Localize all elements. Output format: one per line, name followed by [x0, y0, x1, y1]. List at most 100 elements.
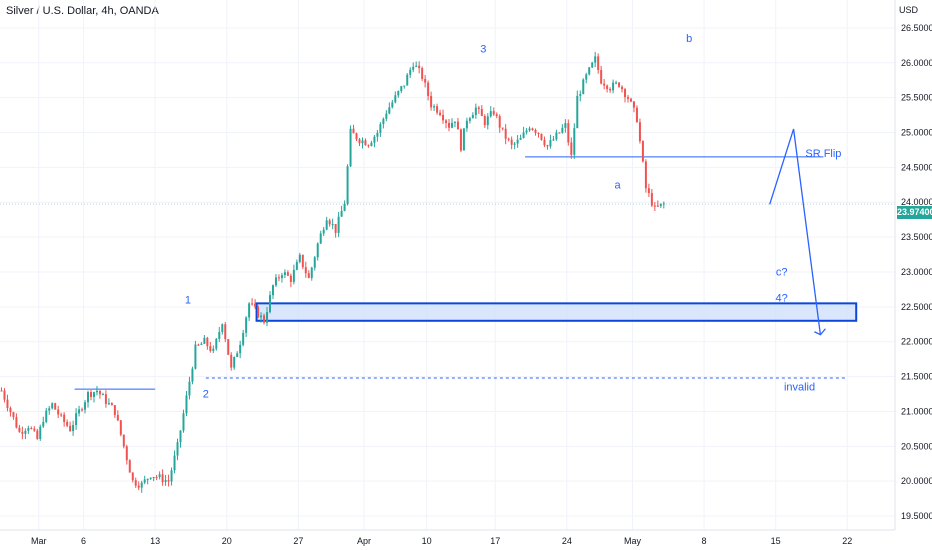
candle-body — [486, 116, 489, 126]
candle-body — [564, 123, 567, 128]
y-tick-label: 25.50000 — [901, 93, 932, 103]
candle-body — [635, 107, 638, 123]
candle-body — [644, 161, 647, 189]
candle-body — [27, 427, 30, 431]
candle-body — [39, 426, 42, 439]
y-tick-label: 26.00000 — [901, 58, 932, 68]
candle-body — [161, 474, 164, 483]
candle-body — [453, 121, 456, 123]
candle-body — [15, 417, 18, 428]
candle-body — [346, 166, 349, 204]
candle-body — [627, 97, 629, 99]
candle-body — [182, 413, 185, 431]
candle-body — [119, 420, 122, 435]
candle-body — [325, 220, 328, 230]
candle-body — [477, 107, 480, 109]
candle-body — [555, 132, 558, 140]
candle-body — [495, 114, 498, 117]
candle-body — [653, 205, 656, 207]
candle-body — [612, 82, 615, 91]
y-tick-label: 22.50000 — [901, 302, 932, 312]
candle-body — [170, 470, 173, 482]
candle-body — [36, 430, 39, 439]
candle-body — [176, 442, 179, 456]
annotation-label: invalid — [784, 382, 815, 394]
candle-body — [301, 254, 304, 268]
candle-body — [507, 138, 510, 140]
projection-line — [769, 128, 822, 335]
x-axis: Mar 6 13 20 27 Apr 10 17 24 May 8 15 22 — [0, 529, 895, 546]
candle-body — [9, 408, 12, 413]
candle-body — [582, 79, 585, 95]
candle-body — [215, 338, 218, 349]
candle-body — [525, 130, 528, 133]
candle-body — [394, 95, 397, 103]
candle-body — [615, 82, 618, 84]
candle-body — [629, 98, 632, 102]
candle-body — [313, 257, 316, 268]
candle-body — [567, 123, 570, 143]
candle-body — [576, 95, 579, 129]
y-tick-label: 25.00000 — [901, 128, 932, 138]
candle-body — [543, 139, 546, 146]
candle-body — [179, 430, 182, 443]
candle-body — [3, 390, 6, 400]
candle-body — [134, 480, 137, 486]
candle-body — [361, 140, 364, 144]
candle-body — [504, 128, 507, 139]
candle-body — [343, 203, 346, 211]
candle-body — [385, 113, 388, 119]
candle-body — [531, 128, 534, 131]
candle-body — [185, 395, 188, 414]
candle-body — [370, 142, 373, 146]
candle-body — [266, 312, 269, 323]
candle-body — [591, 62, 594, 68]
candle-body — [638, 122, 641, 142]
candle-body — [95, 390, 98, 393]
annotation-label: b — [686, 33, 692, 45]
candle-body — [585, 74, 588, 80]
candle-body — [200, 343, 203, 345]
candle-body — [415, 65, 418, 67]
support-zone — [255, 302, 858, 322]
x-tick-label: 24 — [562, 536, 572, 546]
projection-arrowhead — [814, 328, 826, 336]
candle-body — [388, 107, 391, 114]
wave-annotations: 1 2 3 a b c? 4? SR Flip invalid — [185, 33, 842, 401]
candle-body — [510, 139, 513, 145]
candle-body — [197, 344, 200, 346]
candle-body — [260, 315, 263, 318]
candle-body — [137, 485, 140, 488]
candle-body — [352, 128, 355, 134]
candle-body — [257, 306, 260, 318]
candle-body — [331, 224, 334, 226]
y-tick-label: 24.50000 — [901, 162, 932, 172]
candle-body — [248, 303, 251, 318]
candle-body — [445, 120, 448, 123]
candle-body — [424, 78, 427, 83]
candle-body — [60, 414, 63, 416]
candle-body — [110, 403, 113, 406]
candle-body — [650, 193, 653, 206]
candle-body — [33, 428, 36, 431]
candle-body — [140, 482, 143, 488]
candle-body — [307, 273, 310, 278]
candle-body — [194, 344, 197, 369]
candle-body — [78, 409, 81, 414]
candle-body — [280, 275, 283, 278]
x-tick-label: Apr — [357, 536, 371, 546]
x-tick-label: 17 — [490, 536, 500, 546]
candle-body — [436, 106, 439, 113]
candle-body — [468, 118, 471, 121]
candle-body — [570, 142, 573, 155]
candle-body — [647, 188, 650, 194]
candle-body — [519, 137, 522, 140]
x-tick-label: 15 — [771, 536, 781, 546]
last-price-badge: 23.97400 — [897, 206, 932, 219]
candle-body — [406, 74, 409, 86]
candle-body — [146, 478, 149, 480]
candle-body — [167, 480, 170, 482]
candle-body — [397, 91, 400, 96]
candle-body — [656, 205, 659, 207]
